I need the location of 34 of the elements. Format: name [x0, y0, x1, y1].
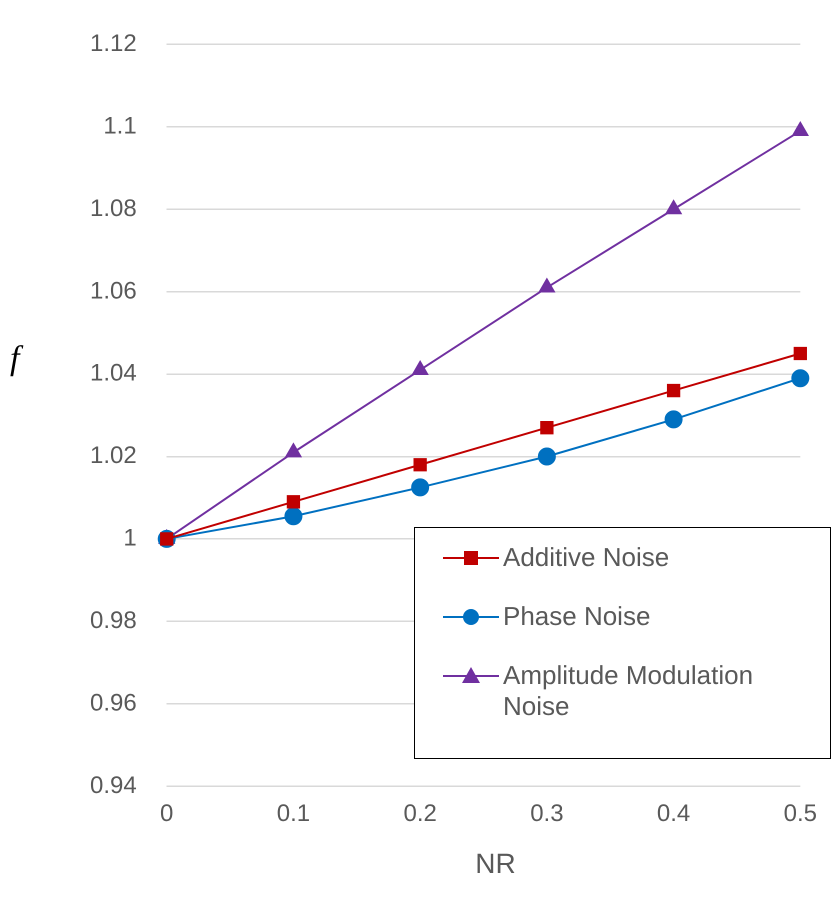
y-tick-label: 0.96 [90, 689, 137, 716]
y-tick-label: 1.1 [103, 112, 137, 140]
point [538, 278, 555, 293]
x-tick-label: 0.4 [656, 800, 690, 828]
y-tick-label: 1.06 [90, 277, 137, 304]
point [411, 478, 430, 496]
point [666, 384, 680, 398]
y-tick-label: 1 [123, 524, 137, 552]
point [794, 346, 807, 360]
point [284, 507, 302, 526]
y-tick-label: 1.08 [90, 194, 137, 222]
point [412, 360, 428, 375]
x-tick-label: 0.1 [276, 800, 310, 828]
x-tick-label: 0.2 [403, 800, 437, 828]
point [664, 410, 683, 428]
x-tick-label: 0.5 [784, 800, 818, 828]
x-tick-label: 0.3 [530, 800, 564, 828]
x-axis-title: NR [474, 848, 517, 880]
point [413, 458, 427, 472]
y-tick-label: 1.04 [90, 360, 137, 387]
point [540, 421, 554, 434]
y-tick-label: 1.12 [90, 30, 137, 58]
legend-label: Phase Noise [503, 601, 650, 632]
point [791, 369, 810, 388]
y-tick-label: 0.98 [90, 606, 137, 634]
y-tick-label: 0.94 [90, 772, 137, 799]
point [538, 448, 556, 466]
legend-label: Amplitude Modulation Noise [503, 660, 754, 722]
point [286, 495, 300, 508]
legend-label: Additive Noise [503, 542, 670, 573]
x-tick-label: 0 [160, 800, 174, 828]
point [666, 200, 682, 214]
point [792, 122, 808, 136]
y-tick-label: 1.02 [90, 442, 137, 470]
